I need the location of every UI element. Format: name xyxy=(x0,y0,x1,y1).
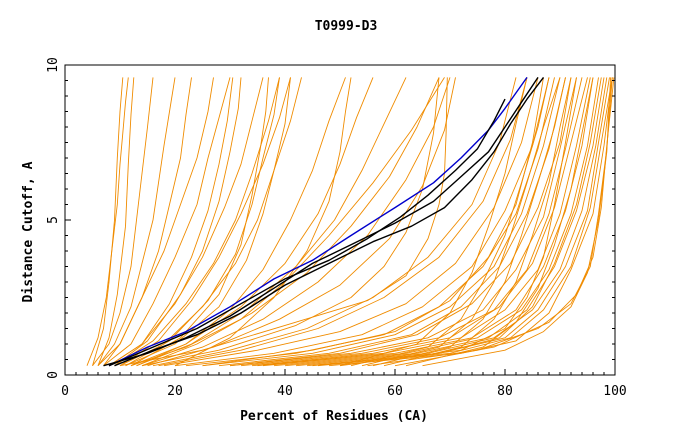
series-line-model-o7 xyxy=(97,77,214,367)
series-line-model-o14 xyxy=(119,77,302,367)
series-line-model-o31 xyxy=(185,77,555,367)
y-tick-label: 0 xyxy=(46,371,61,379)
series-layer xyxy=(86,76,615,367)
x-tick-label: 100 xyxy=(603,384,626,399)
series-line-model-o50 xyxy=(394,77,615,367)
series-line-model-o1 xyxy=(86,77,129,366)
series-line-model-o18 xyxy=(136,77,346,367)
x-tick-label: 0 xyxy=(61,384,69,399)
series-line-model-black-3 xyxy=(108,98,506,367)
series-line-model-o9 xyxy=(108,77,234,367)
series-line-model-o20 xyxy=(136,77,407,367)
series-line-model-o57 xyxy=(422,77,612,367)
series-line-model-o42 xyxy=(284,77,605,367)
series-line-model-o27 xyxy=(152,77,517,367)
series-line-model-o33 xyxy=(202,77,544,367)
series-line-model-o38 xyxy=(251,77,588,367)
series-line-model-o26 xyxy=(141,77,440,367)
series-line-model-o5 xyxy=(97,77,176,366)
series-line-model-o2 xyxy=(92,77,124,366)
axes-layer: 0 20 40 60 80 100 0 5 10 xyxy=(46,57,627,399)
series-line-model-o24 xyxy=(147,77,456,367)
series-line-model-o17 xyxy=(130,77,269,367)
x-tick-label: 80 xyxy=(497,384,513,399)
series-line-model-o15 xyxy=(125,77,280,367)
series-line-model-o56 xyxy=(405,77,594,367)
series-line-model-black-2 xyxy=(114,76,545,367)
y-tick-label: 10 xyxy=(46,57,61,73)
series-line-model-o25 xyxy=(119,77,448,367)
y-tick-label: 5 xyxy=(46,216,61,224)
series-line-model-o8 xyxy=(103,77,231,367)
series-line-model-o32 xyxy=(202,77,561,367)
series-line-model-o13 xyxy=(119,77,291,367)
x-tick-label: 20 xyxy=(167,384,183,399)
series-line-model-o19 xyxy=(130,77,374,367)
series-line-model-o48 xyxy=(339,77,577,367)
series-line-model-o39 xyxy=(257,77,591,367)
series-line-model-o23 xyxy=(141,77,451,367)
series-line-model-o10 xyxy=(114,77,242,367)
series-line-model-o55 xyxy=(383,77,572,367)
series-line-model-o3 xyxy=(97,77,135,366)
series-line-model-o40 xyxy=(262,77,594,367)
series-line-model-o45 xyxy=(312,77,602,367)
plot-frame xyxy=(64,64,616,376)
x-tick-label: 60 xyxy=(387,384,403,399)
y-axis-label: Distance Cutoff, A xyxy=(21,161,36,302)
series-line-model-o51 xyxy=(350,77,550,367)
series-line-model-o30 xyxy=(174,77,550,367)
series-line-model-o36 xyxy=(229,77,577,367)
series-line-model-black-1 xyxy=(103,77,539,367)
series-line-model-o43 xyxy=(295,77,608,367)
series-line-model-o53 xyxy=(372,77,566,367)
series-line-model-o11 xyxy=(108,77,264,367)
x-axis-label: Percent of Residues (CA) xyxy=(240,409,428,424)
series-line-model-o4 xyxy=(92,77,154,366)
series-line-model-o29 xyxy=(163,77,539,367)
series-line-model-o12 xyxy=(114,77,280,367)
series-line-model-o35 xyxy=(229,77,572,367)
series-line-model-o54 xyxy=(339,77,528,367)
series-line-model-o16 xyxy=(125,77,291,367)
series-line-model-o28 xyxy=(158,77,528,367)
series-line-model-o58 xyxy=(174,77,352,367)
x-tick-label: 40 xyxy=(277,384,293,399)
chart-title: T0999-D3 xyxy=(315,19,378,34)
series-line-model-blue xyxy=(108,76,528,367)
series-line-model-o21 xyxy=(130,77,445,367)
series-line-model-o41 xyxy=(273,77,599,367)
series-line-model-o52 xyxy=(361,77,561,367)
